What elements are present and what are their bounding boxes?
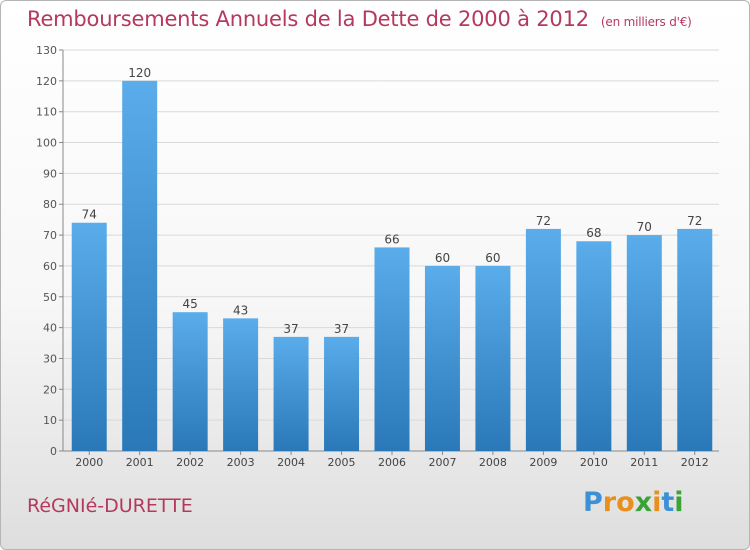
bar-2003 xyxy=(223,318,259,451)
x-tick-label: 2011 xyxy=(630,456,658,469)
y-tick-label: 30 xyxy=(43,352,57,365)
bar-2010 xyxy=(576,241,612,451)
value-label: 37 xyxy=(283,322,298,336)
x-tick-label: 2005 xyxy=(328,456,356,469)
value-label: 60 xyxy=(485,251,500,265)
bar-2006 xyxy=(374,247,410,451)
x-tick-label: 2009 xyxy=(529,456,557,469)
y-tick-label: 40 xyxy=(43,322,57,335)
value-label: 70 xyxy=(637,220,652,234)
x-tick-label: 2000 xyxy=(75,456,103,469)
proxiti-logo: Proxiti xyxy=(583,487,684,518)
y-tick-label: 80 xyxy=(43,198,57,211)
y-tick-label: 130 xyxy=(36,44,57,57)
value-label: 68 xyxy=(586,226,601,240)
logo-letter: t xyxy=(661,487,675,518)
bar-2007 xyxy=(424,265,460,451)
bar-2002 xyxy=(172,312,208,451)
y-axis: 0 10 20 30 40 50 60 70 80 90 100 110 120 130 xyxy=(36,44,57,458)
y-tick-label: 60 xyxy=(43,260,57,273)
value-label: 72 xyxy=(536,214,551,228)
value-label: 60 xyxy=(435,251,450,265)
value-label: 37 xyxy=(334,322,349,336)
title-text: Remboursements Annuels de la Dette de 20… xyxy=(27,7,589,31)
y-tick-label: 50 xyxy=(43,291,57,304)
value-label: 74 xyxy=(82,208,97,222)
y-tick-label: 100 xyxy=(36,137,57,150)
value-label: 66 xyxy=(384,232,399,246)
bars xyxy=(71,80,713,451)
bar-2011 xyxy=(626,235,662,451)
bar-2009 xyxy=(525,228,561,451)
y-tick-label: 90 xyxy=(43,167,57,180)
y-tick-label: 110 xyxy=(36,106,57,119)
x-tick-label: 2010 xyxy=(580,456,608,469)
x-tick-label: 2004 xyxy=(277,456,305,469)
y-tick-label: 120 xyxy=(36,75,57,88)
x-tick-label: 2008 xyxy=(479,456,507,469)
value-label: 45 xyxy=(183,297,198,311)
y-tick-label: 20 xyxy=(43,383,57,396)
x-axis: 2000 2001 2002 2003 2004 2005 2006 2007 2008 2009… xyxy=(75,451,709,469)
x-tick-label: 2003 xyxy=(227,456,255,469)
commune-name: RéGNIé-DURETTE xyxy=(27,495,193,517)
x-tick-label: 2006 xyxy=(378,456,406,469)
bar-2008 xyxy=(475,265,511,451)
logo-letter: x xyxy=(634,487,653,518)
y-tick-label: 70 xyxy=(43,229,57,242)
value-label: 72 xyxy=(687,214,702,228)
bar-2001 xyxy=(122,80,158,451)
y-tick-label: 10 xyxy=(43,414,57,427)
x-tick-label: 2002 xyxy=(176,456,204,469)
logo-letter: i xyxy=(674,487,684,518)
value-label: 43 xyxy=(233,303,248,317)
bar-2005 xyxy=(324,336,360,451)
bar-2012 xyxy=(677,228,713,451)
y-tick-label: 0 xyxy=(50,445,57,458)
x-tick-label: 2001 xyxy=(126,456,154,469)
value-labels: 74 120 45 43 37 37 66 60 60 72 68 70 72 xyxy=(82,66,703,336)
x-tick-label: 2007 xyxy=(428,456,456,469)
chart-subtitle: (en milliers d'€) xyxy=(600,15,692,29)
value-label: 120 xyxy=(128,66,151,80)
x-tick-label: 2012 xyxy=(681,456,709,469)
logo-letter: r xyxy=(602,487,617,518)
logo-letter: P xyxy=(583,487,603,518)
chart-title: Remboursements Annuels de la Dette de 20… xyxy=(27,7,692,31)
logo-letter: o xyxy=(616,487,635,518)
logo-letter: i xyxy=(652,487,662,518)
bar-2004 xyxy=(273,336,309,451)
bar-2000 xyxy=(71,222,107,451)
